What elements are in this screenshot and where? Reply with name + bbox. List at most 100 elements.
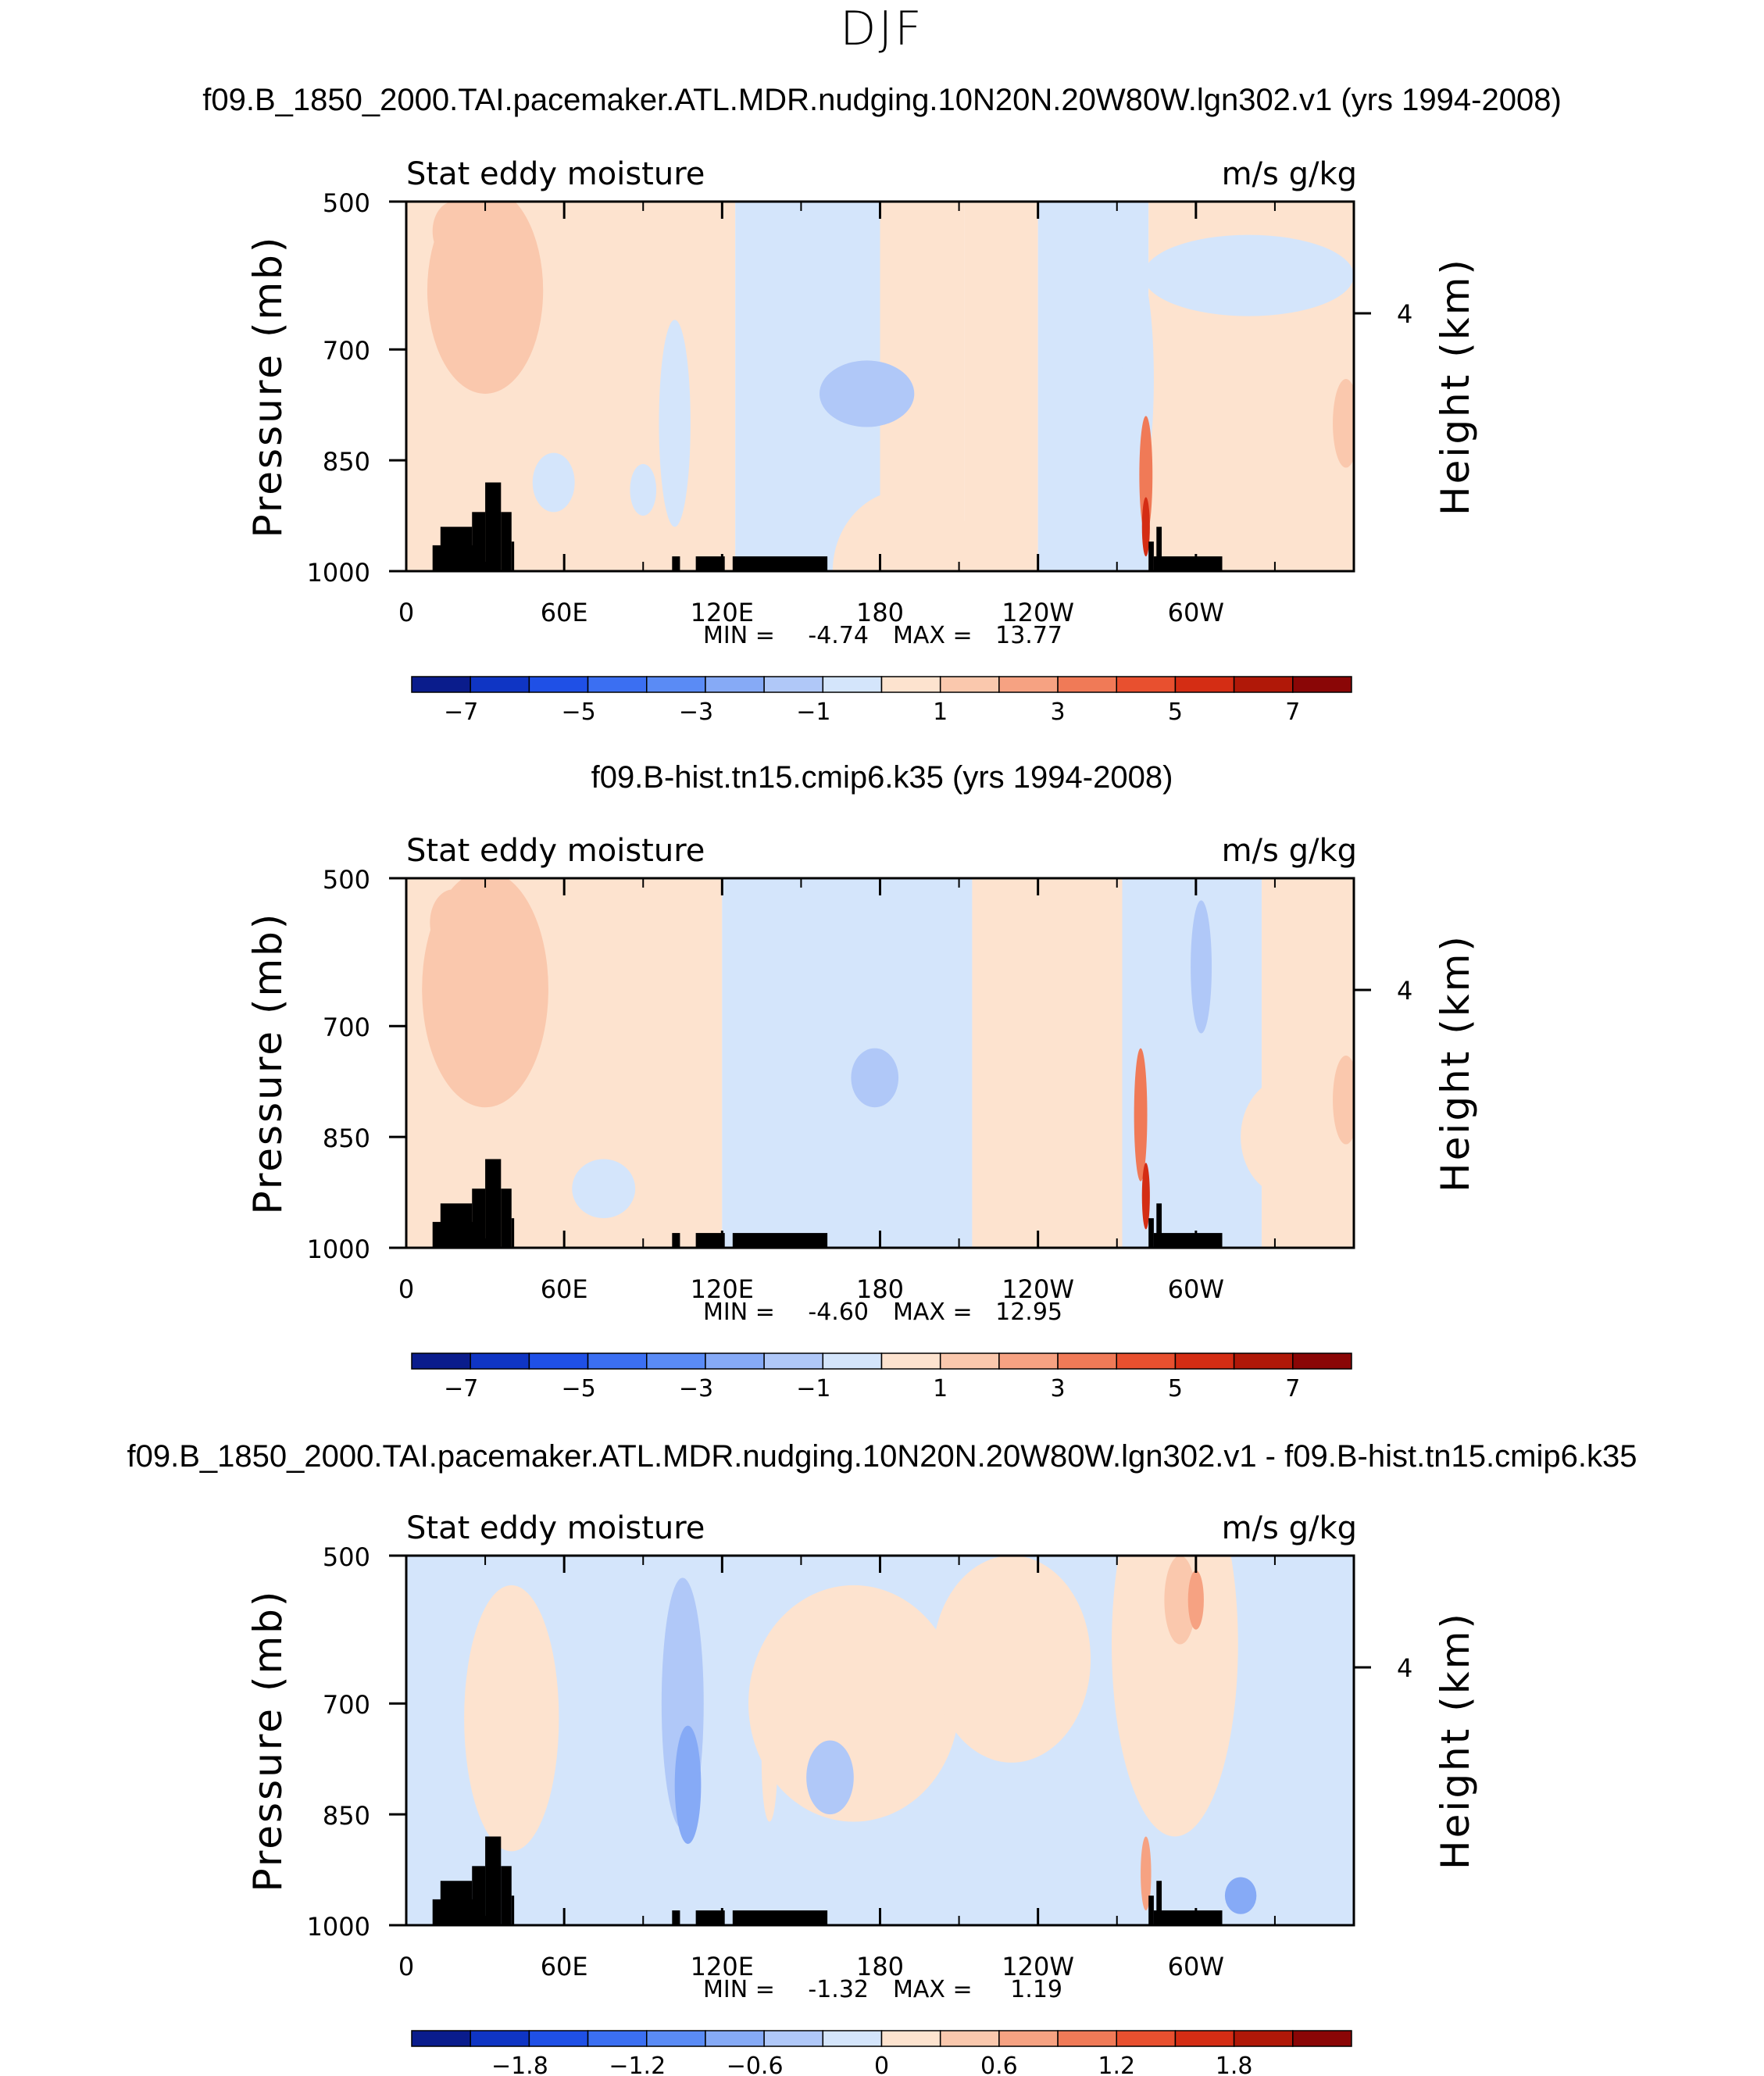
topography-mask: [501, 512, 512, 571]
colorbar-label: 1.8: [1216, 2053, 1253, 2076]
contour-region: [820, 360, 915, 427]
min-label: MIN =: [703, 1976, 775, 2003]
topography-mask: [501, 1866, 512, 1925]
topography-mask: [732, 556, 828, 571]
contour-region: [1112, 1556, 1238, 1837]
colorbar-label: −1: [796, 1375, 830, 1402]
contour-region: [1333, 379, 1354, 468]
topography-mask: [472, 512, 486, 571]
colorbar-swatch: [998, 676, 1059, 693]
x-tick-label: 180: [856, 1952, 904, 1981]
colorbar-swatch: [411, 676, 471, 693]
contour-region: [1143, 234, 1354, 316]
contour-field: [406, 878, 1354, 1248]
colorbar-label: −1.8: [491, 2053, 548, 2076]
colorbar-swatch: [1233, 1352, 1294, 1370]
colorbar-swatch: [587, 2030, 648, 2047]
colorbar-label: −1: [796, 699, 830, 726]
colorbar-swatch: [705, 1352, 765, 1370]
max-label: MAX =: [893, 1299, 973, 1326]
y-tick-label: 850: [323, 1124, 370, 1153]
topography-mask: [695, 1233, 725, 1248]
x-tick-label: 60W: [1168, 1952, 1224, 1981]
colorbar-label: 1: [933, 1375, 948, 1402]
colorbar-label: −5: [561, 1375, 595, 1402]
x-tick-label: 60W: [1168, 1274, 1224, 1304]
contour-region: [1164, 1556, 1196, 1645]
topography-mask: [485, 1159, 502, 1248]
topography-mask: [1148, 1218, 1154, 1248]
colorbar-swatch: [411, 1352, 471, 1370]
x-tick-label: 120W: [1002, 1274, 1074, 1304]
contour-region: [532, 452, 575, 513]
max-label: MAX =: [893, 622, 973, 649]
y-tick-label: 1000: [307, 1912, 370, 1942]
min-value: -1.32: [808, 1976, 869, 2003]
colorbar-swatch: [880, 676, 941, 693]
y2-tick-label: 4: [1397, 976, 1412, 1006]
panel-units-label: m/s g/kg: [1222, 1510, 1357, 1546]
y-tick-label: 500: [323, 188, 370, 218]
topography-mask: [672, 1233, 680, 1248]
colorbar-swatch: [1233, 2030, 1294, 2047]
min-label: MIN =: [703, 1299, 775, 1326]
colorbar-swatch: [470, 1352, 530, 1370]
contour-region: [722, 878, 973, 1248]
x-tick-label: 180: [856, 598, 904, 627]
colorbar-swatch: [646, 1352, 706, 1370]
topography-mask: [485, 1836, 502, 1925]
max-value: 1.19: [1010, 1976, 1062, 2003]
colorbar-label: −3: [679, 1375, 713, 1402]
topography-mask: [511, 541, 515, 571]
topography-mask: [501, 1188, 512, 1248]
colorbar-label: −7: [444, 699, 478, 726]
contour-region: [1141, 497, 1150, 557]
contour-region: [1191, 900, 1212, 1034]
y2-tick-label: 4: [1397, 1653, 1412, 1683]
topography-mask: [472, 1188, 486, 1248]
topography-mask: [695, 556, 725, 571]
contour-region: [932, 1556, 1091, 1763]
topography-mask: [440, 527, 473, 571]
x-tick-label: 60E: [541, 1952, 588, 1981]
y-tick-label: 500: [323, 1542, 370, 1572]
colorbar: −7 −5 −3 −1 1 3 5 7: [411, 676, 1352, 726]
colorbar-swatch: [411, 2030, 471, 2047]
panel-units-label: m/s g/kg: [1222, 833, 1357, 869]
topography-mask: [732, 1233, 828, 1248]
colorbar-label: 5: [1168, 1375, 1183, 1402]
colorbar-swatch: [1233, 676, 1294, 693]
panel-left-label: Stat eddy moisture: [406, 833, 705, 869]
colorbar-swatch: [1174, 676, 1235, 693]
x-tick-label: 0: [398, 598, 414, 627]
y-tick-label: 700: [323, 336, 370, 366]
topography-mask: [1148, 1896, 1154, 1925]
max-value: 12.95: [995, 1299, 1062, 1326]
topography-mask: [1153, 1233, 1223, 1248]
contour-region: [832, 489, 980, 571]
y-axis-label: Pressure (mb): [245, 1589, 291, 1892]
colorbar-swatch: [1057, 2030, 1117, 2047]
contour-region: [851, 1048, 899, 1108]
topography-mask: [440, 1881, 473, 1925]
colorbar: −7 −5 −3 −1 1 3 5 7: [411, 1352, 1352, 1402]
colorbar-swatch: [1292, 676, 1352, 693]
max-value: 13.77: [995, 622, 1062, 649]
contour-region: [1141, 1163, 1150, 1230]
contour-region: [674, 1725, 702, 1844]
x-tick-label: 60E: [541, 598, 588, 627]
x-tick-label: 120W: [1002, 598, 1074, 627]
contour-field: [406, 202, 1354, 571]
y-tick-label: 700: [323, 1690, 370, 1720]
x-tick-label: 120E: [691, 1952, 754, 1981]
colorbar-label: −7: [444, 1375, 478, 1402]
contour-region: [430, 889, 477, 956]
colorbar: −1.8 −1.2 −0.6 0 0.6 1.2 1.8: [411, 2030, 1352, 2076]
colorbar-label: −5: [561, 699, 595, 726]
colorbar-swatch: [939, 2030, 1000, 2047]
colorbar-label: 0: [874, 2053, 889, 2076]
colorbar-swatch: [939, 1352, 1000, 1370]
y2-axis-label: Height (km): [1433, 1611, 1478, 1870]
topography-mask: [672, 1910, 680, 1925]
contour-region: [806, 1740, 854, 1815]
